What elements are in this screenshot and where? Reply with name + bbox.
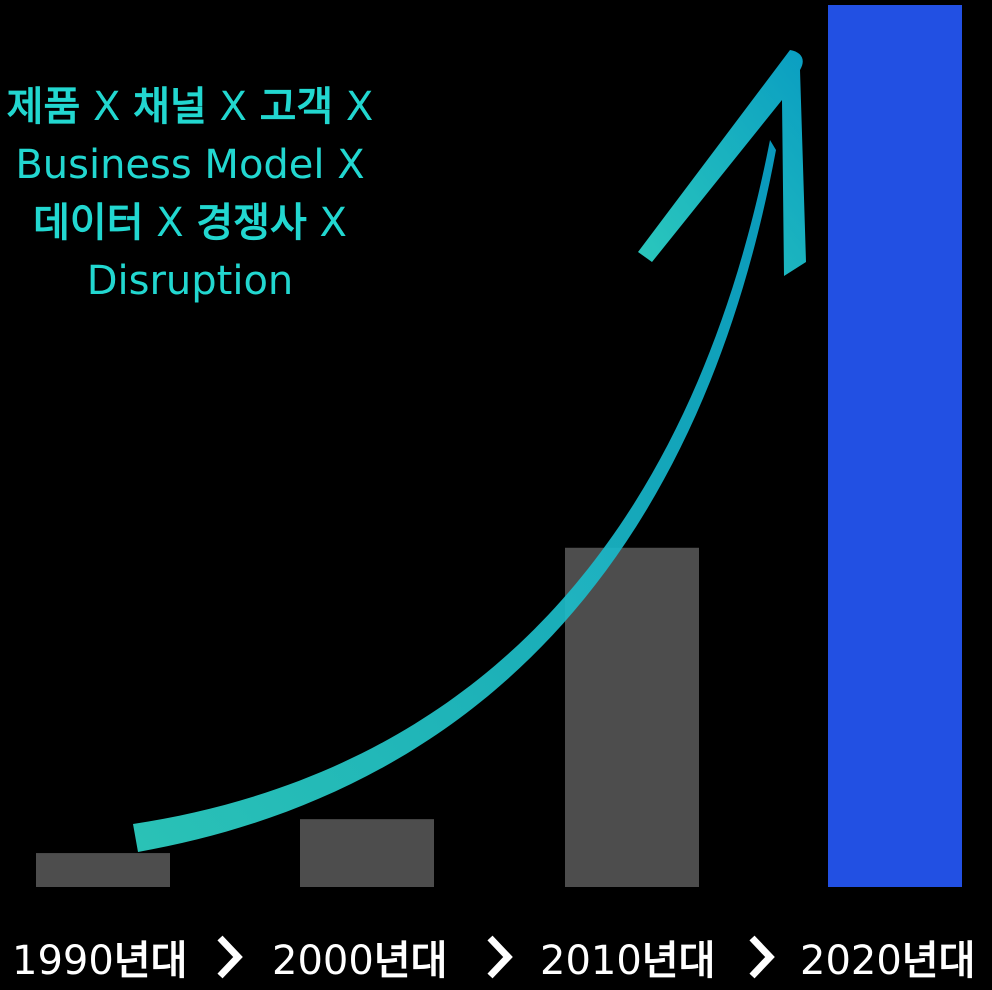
growth-factors-annotation: 제품 X 채널 X 고객 X Business Model X 데이터 X 경쟁사 … xyxy=(0,78,400,310)
bars-layer xyxy=(36,5,962,887)
annotation-segment: X xyxy=(306,200,347,246)
x-tick-unit: 년대 xyxy=(641,938,716,984)
annotation-segment: X xyxy=(143,200,197,246)
annotation-segment: 데이터 xyxy=(33,200,144,246)
annotation-segment: 고객 xyxy=(259,84,334,130)
chevron-right-icon xyxy=(217,935,243,979)
annotation-segment: Business Model X xyxy=(15,142,365,188)
x-tick-year: 2020 xyxy=(800,938,902,984)
annotation-segment: X xyxy=(206,84,260,130)
x-tick-1990: 1990년대 xyxy=(12,928,187,986)
x-tick-unit: 년대 xyxy=(113,938,188,984)
annotation-segment: X xyxy=(333,84,374,130)
x-tick-year: 2000 xyxy=(272,938,374,984)
x-tick-unit: 년대 xyxy=(901,938,976,984)
x-tick-2000: 2000년대 xyxy=(272,928,447,986)
x-tick-year: 2010 xyxy=(540,938,642,984)
annotation-line-1: 제품 X 채널 X 고객 X xyxy=(0,78,400,136)
bar-2010 xyxy=(565,547,699,887)
x-tick-2010: 2010년대 xyxy=(540,928,715,986)
annotation-segment: 제품 xyxy=(6,84,81,130)
annotation-line-3: 데이터 X 경쟁사 X xyxy=(0,194,400,252)
annotation-line-4: Disruption xyxy=(0,252,400,310)
bar-2000 xyxy=(300,819,434,887)
bar-1990 xyxy=(36,853,170,887)
x-tick-year: 1990 xyxy=(12,938,114,984)
annotation-segment: Disruption xyxy=(86,258,294,304)
chevron-right-icon xyxy=(487,935,513,979)
x-axis: 1990년대 2000년대 2010년대 2020년대 xyxy=(0,928,992,990)
trend-arrow-head xyxy=(638,50,806,276)
annotation-segment: 채널 xyxy=(133,84,207,130)
bar-2020 xyxy=(828,5,962,887)
annotation-segment: X xyxy=(80,84,134,130)
annotation-segment: 경쟁사 xyxy=(196,200,307,246)
trend-arrow xyxy=(133,50,806,852)
trend-arrow-shaft xyxy=(133,140,776,852)
x-tick-2020: 2020년대 xyxy=(800,928,975,986)
annotation-line-2: Business Model X xyxy=(0,136,400,194)
chevron-right-icon xyxy=(749,935,775,979)
x-tick-unit: 년대 xyxy=(373,938,448,984)
